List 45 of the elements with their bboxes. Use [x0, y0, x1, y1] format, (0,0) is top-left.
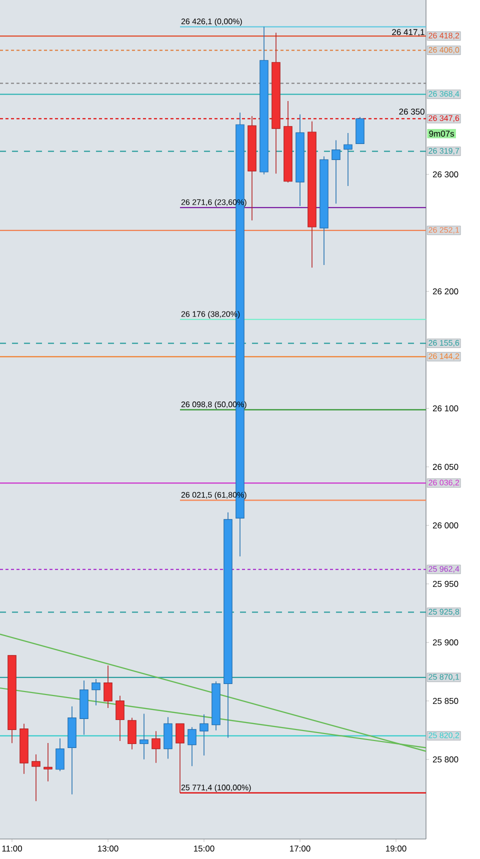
y-tick-label: 25 900	[432, 639, 458, 646]
ref-line-label: 25 820,2	[428, 732, 460, 740]
y-tick-label: 25 950	[432, 580, 458, 587]
y-tick-label: 26 100	[432, 405, 458, 412]
annotation: 26 417,1	[392, 29, 424, 36]
ref-line-label: 26 406,0	[428, 47, 460, 54]
y-tick-label: 25 850	[432, 698, 458, 704]
ref-line-label: 26 368,4	[428, 91, 460, 98]
ref-line-label: 26 155,6	[428, 340, 460, 347]
ref-line-label: 26 347,6	[428, 115, 460, 122]
candlestick	[92, 678, 100, 706]
text: 9m07s	[429, 130, 454, 137]
candlestick	[104, 665, 112, 708]
candlestick	[44, 742, 52, 782]
candlestick	[188, 726, 196, 766]
y-tick-label: 25 800	[432, 756, 458, 762]
ref-line-label: 25 870,1	[428, 674, 460, 681]
annotation: 26 350	[399, 108, 424, 115]
ref-line-label: 26 252,1	[428, 227, 460, 234]
candlestick	[344, 132, 352, 186]
x-tick-label: 19:00	[386, 846, 406, 852]
series-label: 26 426,1 (0,00%)	[181, 18, 242, 26]
candlestick	[200, 714, 208, 756]
ref-line-label: 26 418,2	[428, 32, 460, 40]
x-tick-label: 17:00	[290, 846, 310, 852]
candlestick	[152, 730, 160, 764]
ref-line-label: 26 144,2	[428, 353, 460, 360]
ref-line-label: 26 036,2	[428, 480, 460, 486]
x-tick-label: 15:00	[194, 846, 214, 852]
x-tick-label: 11:00	[2, 846, 22, 852]
y-tick-label: 26 050	[432, 464, 458, 470]
ref-line-label: 26 319,7	[428, 148, 460, 155]
candlestick	[32, 754, 40, 802]
y-tick-label: 26 300	[432, 171, 458, 178]
candlestick	[128, 717, 136, 750]
ref-line-label: 25 962,4	[428, 566, 460, 573]
candlestick	[116, 695, 124, 742]
candlestick	[56, 738, 64, 772]
candlestick	[140, 713, 148, 760]
x-tick-label: 13:00	[98, 846, 118, 852]
y-tick-label: 26 200	[432, 288, 458, 294]
y-tick-label: 26 000	[432, 522, 458, 528]
candlestick	[332, 140, 340, 204]
ref-line-label: 25 925,8	[428, 608, 460, 616]
series-label: 25 771,4 (100,00%)	[181, 784, 251, 792]
